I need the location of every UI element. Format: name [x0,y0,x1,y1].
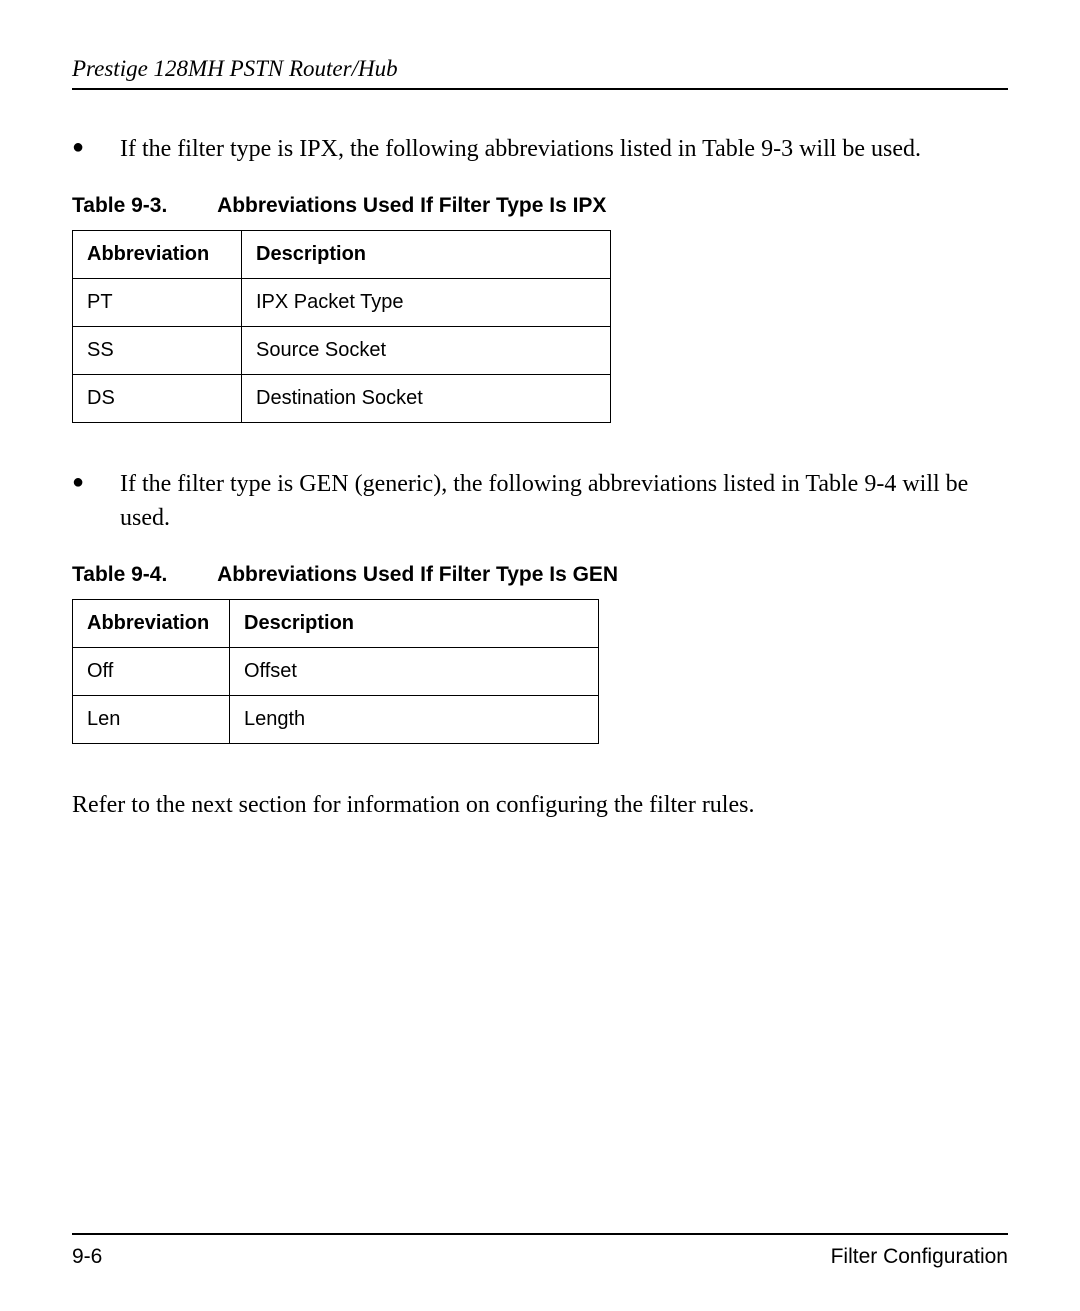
table-cell: Length [230,696,599,744]
table-row: DS Destination Socket [73,375,611,423]
table-2-caption: Table 9-4. Abbreviations Used If Filter … [72,563,1008,587]
table-1: Abbreviation Description PT IPX Packet T… [72,230,611,423]
table-1-header-desc: Description [242,231,611,279]
bullet-item: ● If the filter type is IPX, the followi… [72,132,1008,166]
table-1-caption-title: Abbreviations Used If Filter Type Is IPX [217,194,606,217]
bullet-list-2: ● If the filter type is GEN (generic), t… [72,467,1008,535]
bullet-item: ● If the filter type is GEN (generic), t… [72,467,1008,535]
table-1-caption-number: Table 9-3. [72,194,212,218]
bullet-list-1: ● If the filter type is IPX, the followi… [72,132,1008,166]
table-cell: Len [73,696,230,744]
page-number: 9-6 [72,1245,102,1269]
table-row: PT IPX Packet Type [73,279,611,327]
table-cell: SS [73,327,242,375]
table-1-header-abbr: Abbreviation [73,231,242,279]
table-cell: DS [73,375,242,423]
table-1-header-row: Abbreviation Description [73,231,611,279]
table-2-header-desc: Description [230,600,599,648]
table-cell: Offset [230,648,599,696]
bullet-text: If the filter type is IPX, the following… [120,132,921,166]
footer-section-title: Filter Configuration [831,1245,1008,1269]
table-cell: Source Socket [242,327,611,375]
closing-paragraph: Refer to the next section for informatio… [72,788,1008,822]
table-2-header-abbr: Abbreviation [73,600,230,648]
bullet-text: If the filter type is GEN (generic), the… [120,467,1008,535]
table-cell: Off [73,648,230,696]
bullet-dot-icon: ● [72,467,120,497]
footer-line: 9-6 Filter Configuration [72,1233,1008,1269]
page: Prestige 128MH PSTN Router/Hub ● If the … [0,0,1080,1311]
table-cell: IPX Packet Type [242,279,611,327]
bullet-dot-icon: ● [72,132,120,162]
table-row: Len Length [73,696,599,744]
table-2: Abbreviation Description Off Offset Len … [72,599,599,744]
table-cell: Destination Socket [242,375,611,423]
page-footer: 9-6 Filter Configuration [72,1233,1008,1269]
table-2-caption-title: Abbreviations Used If Filter Type Is GEN [217,563,618,586]
table-1-caption: Table 9-3. Abbreviations Used If Filter … [72,194,1008,218]
table-cell: PT [73,279,242,327]
table-2-header-row: Abbreviation Description [73,600,599,648]
table-row: Off Offset [73,648,599,696]
table-row: SS Source Socket [73,327,611,375]
running-header: Prestige 128MH PSTN Router/Hub [72,56,1008,90]
table-2-caption-number: Table 9-4. [72,563,212,587]
